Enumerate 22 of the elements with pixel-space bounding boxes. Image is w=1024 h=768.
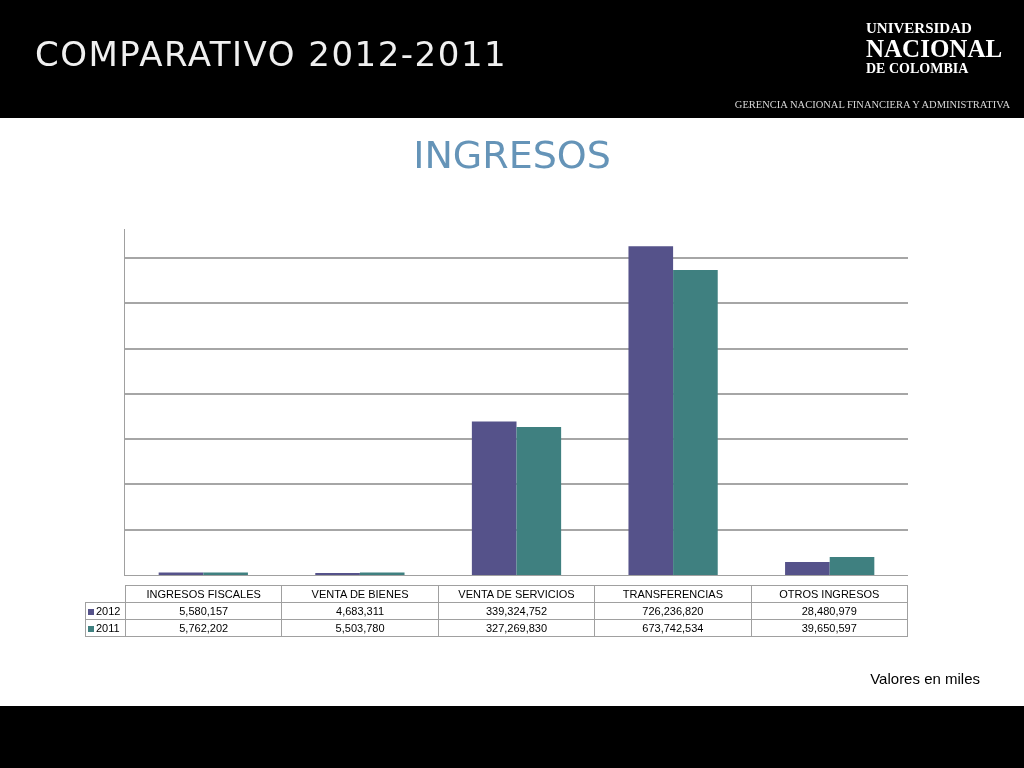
data-label: 339,324,752 bbox=[438, 602, 595, 620]
data-label: 327,269,830 bbox=[438, 619, 595, 637]
x-tick-label: VENTA DE SERVICIOS bbox=[438, 585, 595, 603]
data-label: 5,762,202 bbox=[125, 619, 282, 637]
x-tick-label: VENTA DE BIENES bbox=[281, 585, 439, 603]
data-label: 28,480,979 bbox=[751, 602, 908, 620]
data-label: 39,650,597 bbox=[751, 619, 908, 637]
data-label: 5,580,157 bbox=[125, 602, 282, 620]
text: GERENCIA NACIONAL FINANCIERA Y ADMINISTRATIVA bbox=[734, 99, 1010, 111]
text: UNIVERSIDAD NACIONAL DE COLOMBIA bbox=[866, 20, 1003, 77]
data-label: 5,503,780 bbox=[281, 619, 439, 637]
data-label: 726,236,820 bbox=[594, 602, 752, 620]
text: Valores en miles bbox=[870, 670, 980, 687]
x-tick-label: OTROS INGRESOS bbox=[751, 585, 908, 603]
data-label: 673,742,534 bbox=[594, 619, 752, 637]
chart-title: COMPARATIVO 2012-2011 bbox=[35, 34, 508, 74]
chart-subtitle: INGRESOS bbox=[412, 133, 612, 177]
legend-label: 2012 bbox=[85, 602, 126, 620]
data-label: 4,683,311 bbox=[281, 602, 439, 620]
x-tick-label: TRANSFERENCIAS bbox=[594, 585, 752, 603]
x-tick-label: INGRESOS FISCALES bbox=[125, 585, 282, 603]
legend-label: 2011 bbox=[85, 619, 126, 637]
